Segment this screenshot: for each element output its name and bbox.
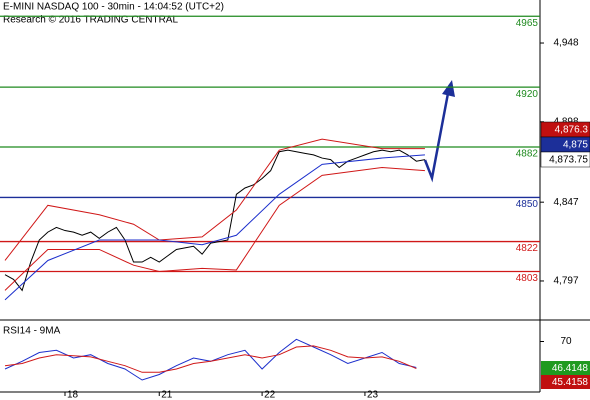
level-label: 4850 <box>516 199 539 210</box>
level-label: 4822 <box>516 243 539 254</box>
level-label: 4920 <box>516 89 539 100</box>
price-marker <box>540 151 590 168</box>
y-tick-label: 4,948 <box>553 38 578 49</box>
x-tick-label: 23 <box>367 390 379 400</box>
chart-title: E-MINI NASDAQ 100 - 30min - 14:04:52 (UT… <box>3 2 224 13</box>
forecast-arrow <box>423 87 451 183</box>
y-tick-label: 4,797 <box>553 276 578 287</box>
y-tick-label: 70 <box>560 336 572 347</box>
series-line <box>4 138 425 261</box>
x-tick-label: 21 <box>161 390 173 400</box>
level-label: 4882 <box>516 149 539 160</box>
level-label: 4965 <box>516 18 539 29</box>
price-marker-label: 4,875 <box>563 140 588 151</box>
value-marker <box>541 361 590 375</box>
series-line <box>4 154 425 301</box>
chart-subtitle: Research © 2016 TRADING CENTRAL <box>3 15 178 26</box>
value-marker <box>541 375 590 389</box>
arrow-head <box>442 80 455 97</box>
series-line <box>4 149 426 292</box>
value-marker-label: 45.4158 <box>552 377 589 388</box>
x-tick-label: 22 <box>264 390 276 400</box>
level-label: 4803 <box>516 273 539 284</box>
price-marker-label: 4,876.3 <box>555 125 589 136</box>
series-line <box>4 167 425 291</box>
y-tick-label: 4,847 <box>553 197 578 208</box>
value-marker-label: 46.4148 <box>552 363 589 374</box>
panel-title: RSI14 - 9MA <box>3 326 61 337</box>
series-line <box>4 345 417 373</box>
x-tick-label: 18 <box>67 390 79 400</box>
price-marker-label: 4,873.75 <box>549 155 588 166</box>
